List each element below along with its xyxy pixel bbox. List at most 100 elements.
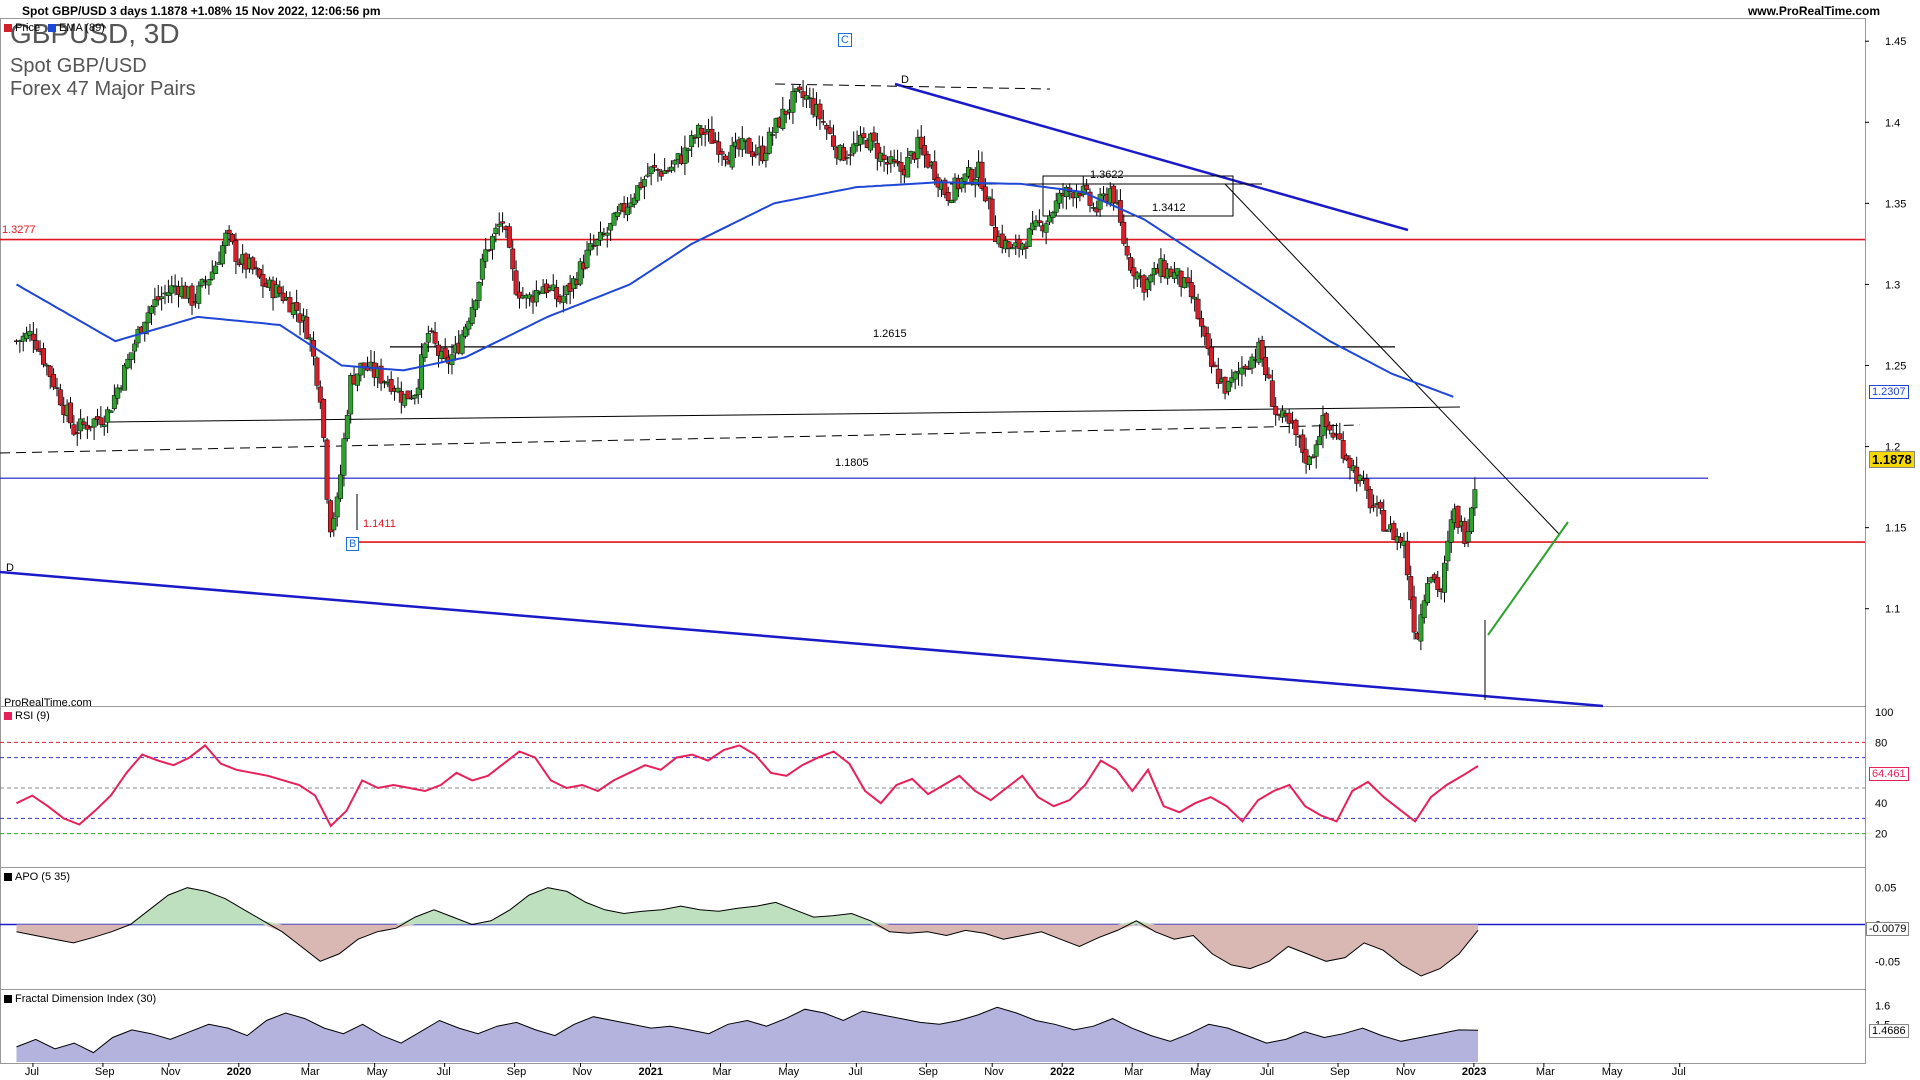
candle-down [922,145,928,156]
fdi-tick-label: 1.6 [1875,1000,1890,1012]
candle-up [560,295,566,303]
candle-up [577,261,583,285]
candle-down [510,248,516,270]
candle-down [1117,200,1123,223]
candle-up [334,496,340,518]
candle-down [1111,185,1117,204]
candle-down [554,287,560,300]
candle-up [402,393,408,406]
candle-down [1195,298,1201,320]
candle-up [419,354,425,390]
candle-up [844,157,850,159]
candle-down [874,142,880,159]
candle-up [1043,223,1049,233]
candle-down [1431,574,1437,580]
candle-up [685,148,691,151]
candle-up [625,206,630,216]
candle-down [861,133,867,139]
candle-up [493,227,499,235]
candle-down [918,136,924,149]
candle-up [91,418,97,428]
candle-up [598,231,603,241]
candle-down [847,154,853,156]
candle-down [702,132,708,135]
candle-down [189,285,195,306]
x-tick-label: Mar [1536,1066,1555,1078]
candle-down [1124,245,1130,256]
candle-down [260,274,266,287]
candle-up [905,156,911,178]
candle-down [327,500,333,533]
candle-down [71,424,77,435]
candle-up [165,292,171,297]
label-11411: 1.1411 [363,518,396,530]
y-tick-label: 1.25 [1885,361,1906,373]
candle-up [645,174,651,177]
candle-up [628,202,634,208]
candle-up [533,290,539,303]
apo-positive-area [16,887,1479,925]
candle-down [517,291,522,299]
candle-up [803,95,809,100]
wave-label-c: C [838,33,852,47]
candle-up [209,271,215,280]
candle-down [1377,501,1383,509]
candle-up [1009,247,1015,250]
candle-up [587,243,593,251]
candle-up [1442,562,1447,593]
candle-down [405,390,411,400]
candle-up [729,145,735,168]
apo-tick-label: 0.05 [1875,883,1896,895]
x-tick-label: 2023 [1462,1066,1486,1078]
candle-up [584,249,590,268]
wave-label-d-left: D [6,562,14,574]
candle-down [304,316,310,339]
candle-down [1340,440,1346,459]
tag-last-price: 1.1878 [1869,451,1915,468]
candle-up [1097,194,1103,210]
y-tick-label: 1.45 [1885,36,1906,48]
x-tick-label: Mar [712,1066,731,1078]
candle-down [277,286,283,294]
candle-down [1084,184,1090,190]
candle-down [1323,413,1329,428]
candle-up [348,375,354,415]
candle-up [1225,380,1231,392]
candle-up [27,330,33,336]
candle-up [1445,540,1451,562]
candle-up [159,296,165,299]
y-tick-label: 1.1 [1885,604,1900,616]
candle-down [1198,318,1204,327]
candle-down [257,268,262,278]
x-tick-label: Nov [1396,1066,1416,1078]
candle-down [827,127,833,134]
candle-down [1263,357,1269,376]
fdi-area [16,1007,1479,1062]
chart-title: GBPUSD, 3D [10,18,180,49]
candle-down [824,125,830,130]
candle-down [1354,466,1360,484]
candle-up [206,279,212,286]
candle-up [381,381,387,383]
rsi-tick-label: 20 [1875,829,1887,841]
candle-up [1057,192,1063,204]
y-tick-label: 1.35 [1885,198,1906,210]
candle-up [635,185,641,201]
candle-up [490,235,495,250]
candle-up [142,321,148,335]
wave-label-b: B [346,537,360,551]
candle-up [1047,215,1052,223]
candle-up [770,134,776,136]
candle-up [354,373,360,386]
candle-up [132,343,138,352]
legend-ema: EMA (89) [48,22,105,34]
candle-down [1212,364,1218,368]
candle-down [716,141,722,155]
candle-up [648,166,654,175]
x-tick-label: Jul [25,1066,39,1078]
candle-down [226,229,232,234]
tag-ema: 1.2307 [1869,385,1909,399]
candle-up [476,282,482,301]
top-dashed-line [774,83,1051,90]
candle-down [1411,596,1417,633]
